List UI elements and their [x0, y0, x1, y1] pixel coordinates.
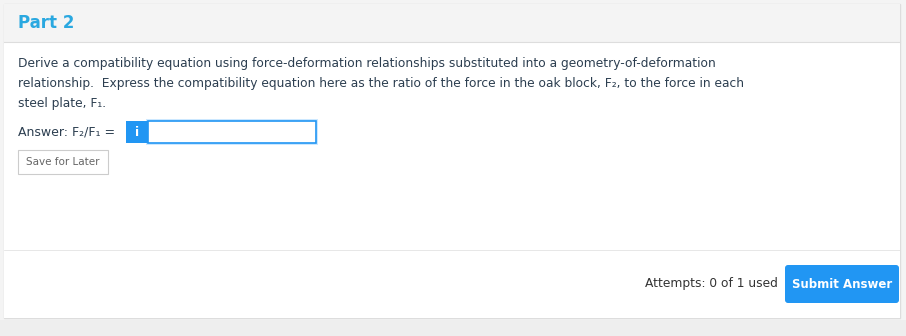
FancyBboxPatch shape [4, 4, 900, 318]
Text: i: i [135, 126, 139, 138]
Text: Attempts: 0 of 1 used: Attempts: 0 of 1 used [645, 278, 778, 291]
Text: Save for Later: Save for Later [26, 157, 100, 167]
FancyBboxPatch shape [146, 119, 318, 145]
Text: steel plate, F₁.: steel plate, F₁. [18, 97, 106, 111]
FancyBboxPatch shape [785, 265, 899, 303]
FancyBboxPatch shape [148, 121, 316, 143]
Text: Submit Answer: Submit Answer [792, 278, 892, 291]
FancyBboxPatch shape [126, 121, 148, 143]
FancyBboxPatch shape [0, 320, 906, 336]
Text: Derive a compatibility equation using force-deformation relationships substitute: Derive a compatibility equation using fo… [18, 57, 716, 71]
Text: relationship.  Express the compatibility equation here as the ratio of the force: relationship. Express the compatibility … [18, 78, 744, 90]
FancyBboxPatch shape [4, 4, 900, 42]
Text: Part 2: Part 2 [18, 14, 74, 32]
FancyBboxPatch shape [4, 42, 900, 318]
Text: Answer: F₂/F₁ =: Answer: F₂/F₁ = [18, 126, 115, 138]
FancyBboxPatch shape [18, 150, 108, 174]
